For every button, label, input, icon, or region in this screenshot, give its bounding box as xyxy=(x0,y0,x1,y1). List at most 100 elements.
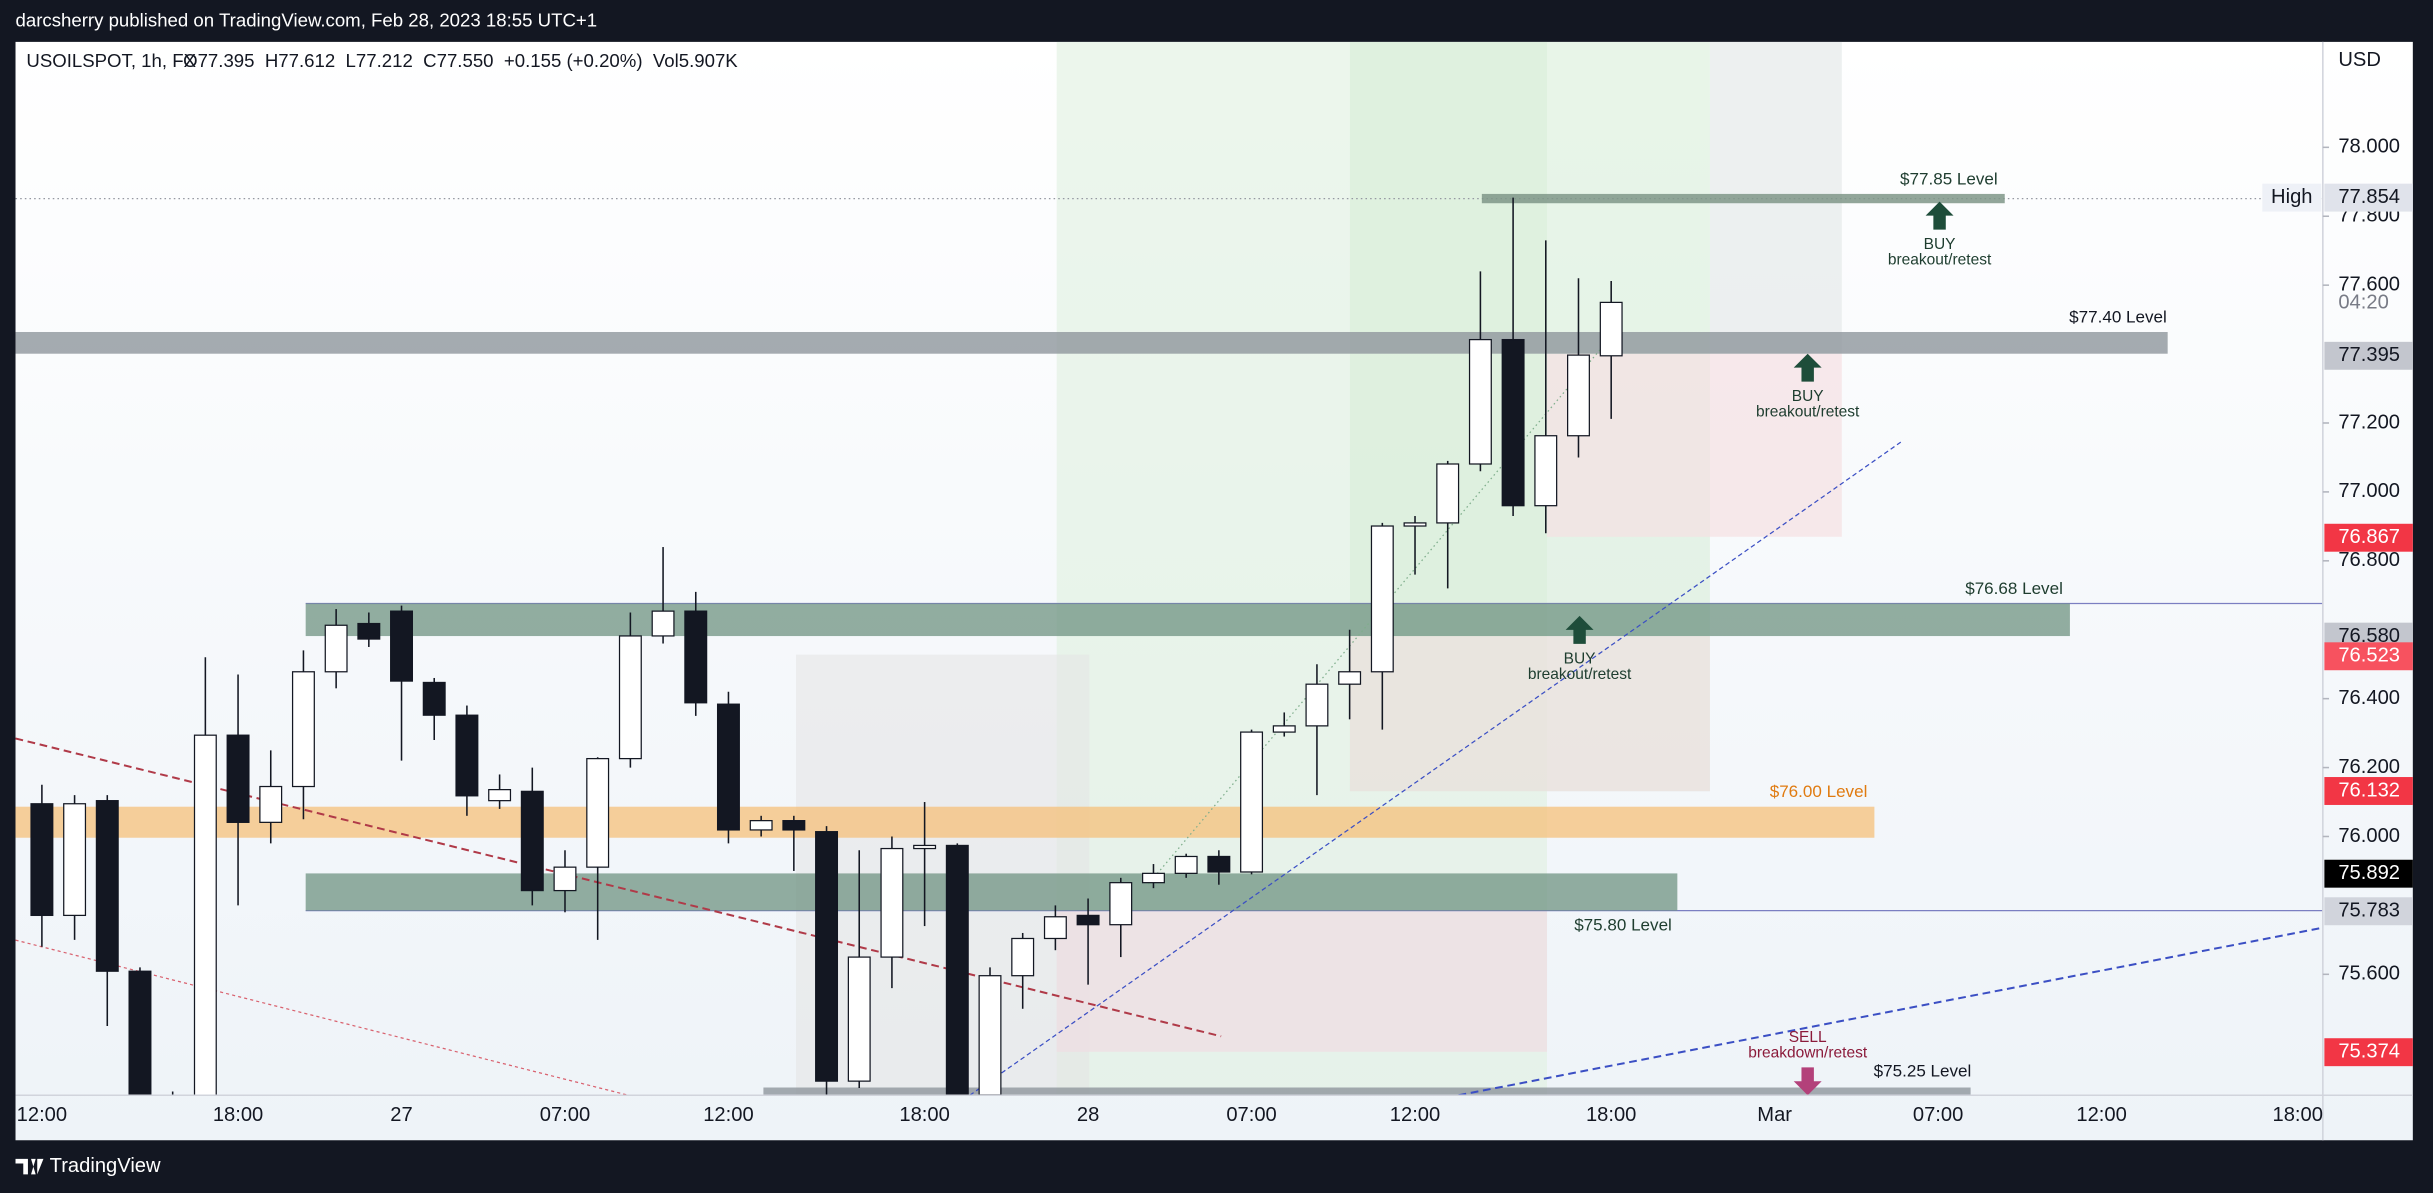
price-badge xyxy=(2324,1038,2413,1067)
publish-info: darcsherry published on TradingView.com,… xyxy=(16,10,598,31)
level-zone xyxy=(15,331,2168,354)
level-label: $77.40 Level xyxy=(2069,308,2167,327)
signal-arrow xyxy=(1925,201,1954,230)
candle-body xyxy=(684,610,708,704)
candle-body xyxy=(455,714,479,797)
x-tick-label: 28 xyxy=(1077,1104,1099,1126)
price-badge-label: 76.867 xyxy=(2338,526,2400,548)
candle-body xyxy=(1043,916,1067,940)
y-tick-label: 77.000 xyxy=(2338,480,2400,502)
candle-body xyxy=(357,622,381,640)
signal-action: BUY xyxy=(1924,236,1956,253)
level-zone xyxy=(305,873,1678,911)
candle-body xyxy=(586,757,610,868)
candle-body xyxy=(815,831,839,1082)
level-label: $76.68 Level xyxy=(1965,579,2063,598)
candle-body xyxy=(488,789,512,802)
candle-body xyxy=(1011,937,1035,977)
currency: USD xyxy=(2338,49,2381,71)
y-tick-label: 76.400 xyxy=(2338,687,2400,709)
y-tick-label: 77.200 xyxy=(2338,411,2400,433)
signal-note: breakout/retest xyxy=(1888,252,1992,269)
candle-body xyxy=(1305,683,1329,727)
x-tick-label: 07:00 xyxy=(1913,1104,1963,1126)
footer: TradingView xyxy=(15,1155,161,1177)
candle-body xyxy=(1109,882,1133,926)
candle-body xyxy=(1436,463,1460,524)
logo xyxy=(15,1158,44,1175)
candle-body xyxy=(1370,525,1394,673)
price-badge xyxy=(2324,777,2413,805)
candle-body xyxy=(291,671,315,788)
brand: TradingView xyxy=(50,1155,161,1177)
level-label: $75.80 Level xyxy=(1574,916,1672,935)
level-zone xyxy=(763,1087,1971,1096)
x-tick-label: 12:00 xyxy=(1390,1104,1440,1126)
candle-body xyxy=(324,624,348,673)
candle-body xyxy=(1207,855,1231,873)
x-tick-label: 27 xyxy=(390,1104,412,1126)
high-badge xyxy=(2262,183,2322,212)
level-zone xyxy=(305,603,2070,637)
signal-note: breakout/retest xyxy=(1756,404,1860,421)
y-tick-label: 76.800 xyxy=(2338,549,2400,571)
trend-line xyxy=(969,441,1902,1096)
signal-note: breakout/retest xyxy=(1528,666,1632,683)
candle-body xyxy=(1141,872,1165,884)
candle-body xyxy=(1174,855,1198,874)
candle-body xyxy=(422,681,446,716)
level-zone xyxy=(1481,193,2005,204)
price-badge xyxy=(2324,183,2413,212)
ohlc-legend: O77.395 H77.612 L77.212 C77.550 +0.155 (… xyxy=(183,50,738,71)
trend-line xyxy=(15,737,1222,1038)
candle-body xyxy=(618,635,642,760)
price-badge xyxy=(2324,523,2413,552)
x-tick-label: 18:00 xyxy=(213,1104,263,1126)
zone xyxy=(1056,910,1548,1052)
high-label: High xyxy=(2271,186,2312,208)
trend-line xyxy=(1458,926,2323,1096)
candle-body xyxy=(716,703,740,831)
x-tick-label: 18:00 xyxy=(1586,1104,1636,1126)
y-tick-label: 78.000 xyxy=(2338,136,2400,158)
price-badge-label: 76.523 xyxy=(2338,645,2400,667)
price-badge xyxy=(2324,341,2413,370)
price-badge-label: 76.580 xyxy=(2338,625,2400,647)
annotations: $77.85 Level $77.40 Level $76.68 Level $76.… xyxy=(1528,169,2167,1096)
candle-body xyxy=(651,610,675,637)
candle-body xyxy=(1338,671,1362,685)
x-tick-label: 12:00 xyxy=(2076,1104,2126,1126)
candle-body xyxy=(945,844,969,1096)
candle-body xyxy=(1534,435,1558,507)
candle-body xyxy=(1076,914,1100,926)
candles xyxy=(30,197,1623,1096)
y-tick-label: 76.200 xyxy=(2338,756,2400,778)
signal-note: breakdown/retest xyxy=(1748,1044,1868,1061)
signal-action: BUY xyxy=(1564,650,1596,667)
symbol: USOILSPOT, 1h, FX xyxy=(26,50,196,71)
candle-body xyxy=(749,820,773,831)
zone xyxy=(1547,353,1842,537)
candle-body xyxy=(226,734,250,823)
x-tick-label: Mar xyxy=(1757,1104,1792,1126)
candle-body xyxy=(390,610,414,682)
candle-body xyxy=(259,785,283,823)
trend-line xyxy=(1147,333,1615,885)
level-label: $75.25 Level xyxy=(1874,1061,1972,1080)
y-tick-label: 75.600 xyxy=(2338,963,2400,985)
price-badge-label: 75.374 xyxy=(2338,1041,2400,1063)
price-badge-label: 76.132 xyxy=(2338,779,2400,801)
level-label: $76.00 Level xyxy=(1770,782,1868,801)
candle-body xyxy=(782,820,806,831)
candle-body xyxy=(63,803,87,917)
x-tick-label: 07:00 xyxy=(1226,1104,1276,1126)
y-tick-label: 76.000 xyxy=(2338,825,2400,847)
candle-body xyxy=(978,975,1002,1096)
zone xyxy=(1349,636,1710,792)
candle-body xyxy=(520,790,544,892)
drawings xyxy=(15,41,2323,1096)
signal-action: BUY xyxy=(1792,388,1824,405)
price-badge-label: 75.783 xyxy=(2338,900,2400,922)
x-tick-label: 12:00 xyxy=(703,1104,753,1126)
